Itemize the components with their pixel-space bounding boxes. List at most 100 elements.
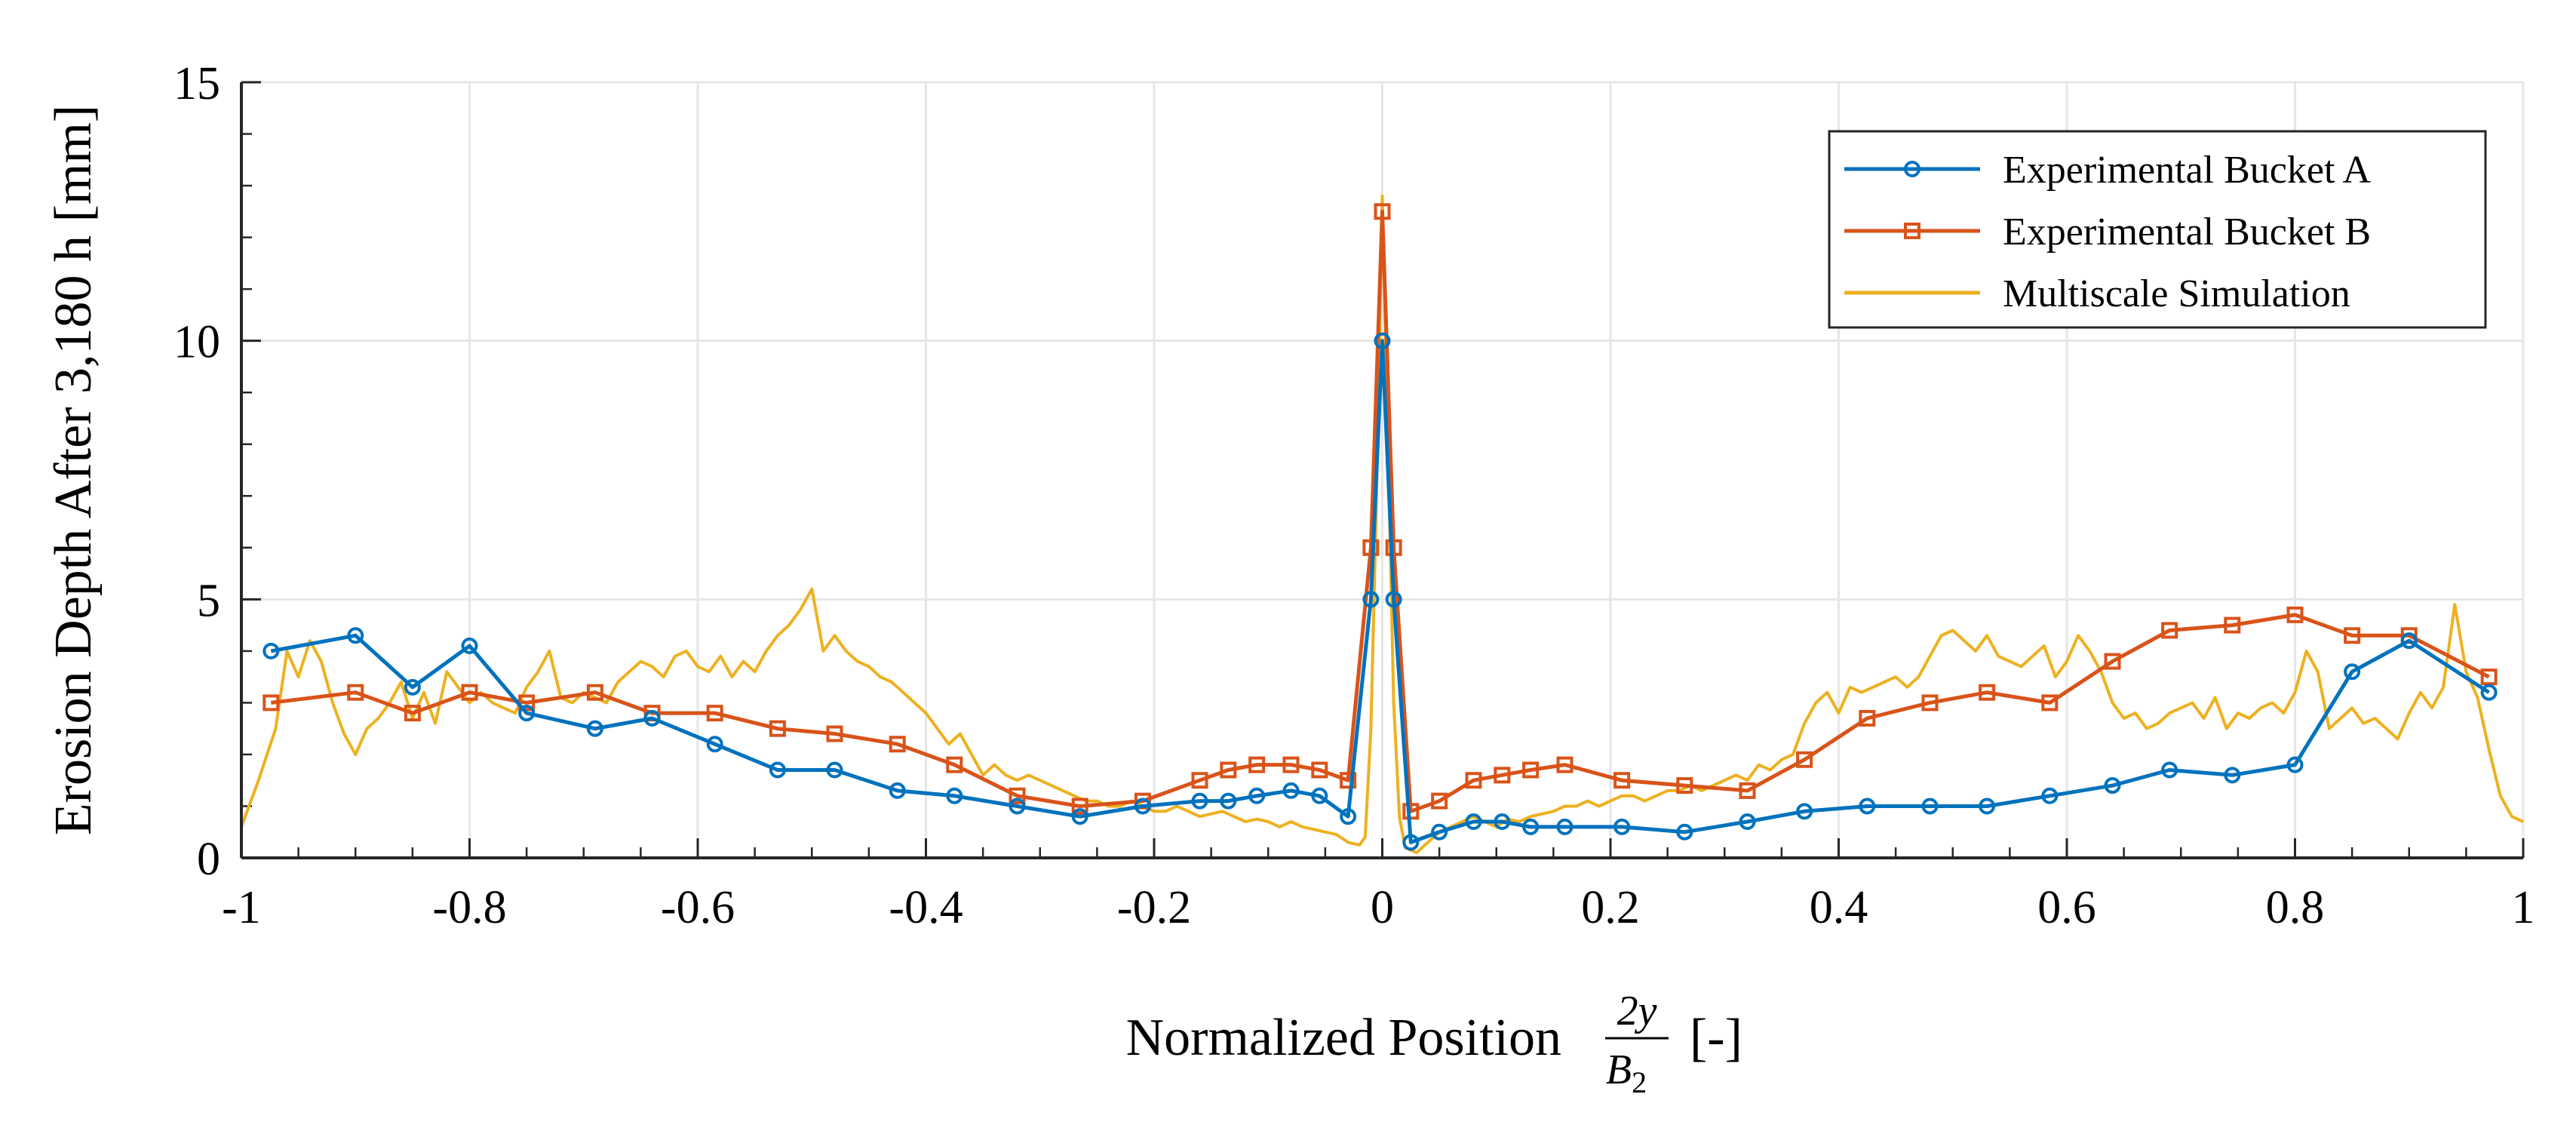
data-point-square [1979, 684, 1996, 701]
legend-entry-simulation: Multiscale Simulation [1844, 272, 2350, 315]
data-point-circle [1465, 813, 1482, 831]
data-point-circle [1362, 591, 1380, 608]
data-point-circle [1522, 818, 1540, 835]
data-point-square [1494, 767, 1511, 784]
legend: Experimental Bucket A Experimental Bucke… [1828, 130, 2487, 329]
series-line [270, 209, 2490, 813]
data-point-square [1385, 539, 1402, 556]
x-tick-label: -0.2 [1117, 882, 1191, 933]
data-point-circle [2400, 632, 2418, 650]
data-point-circle [2041, 787, 2059, 804]
data-point-circle [1402, 834, 1420, 851]
data-point-square [2161, 622, 2178, 639]
data-point-circle [1009, 798, 1026, 815]
data-point-square [1362, 539, 1380, 556]
x-tick-label: 0.4 [1810, 882, 1868, 933]
x-tick-label: 0.2 [1581, 882, 1640, 933]
data-point-circle [706, 736, 723, 753]
x-axis-label-suffix: [-] [1690, 1009, 1742, 1067]
series-layer [240, 194, 2524, 855]
data-point-circle [946, 787, 963, 804]
data-point-square [826, 725, 843, 742]
x-tick-label: -0.4 [889, 882, 963, 933]
data-point-circle [2161, 761, 2178, 779]
x-tick-label: 0.8 [2266, 882, 2325, 933]
data-point-circle [1739, 813, 1756, 831]
data-point-square [2480, 669, 2498, 686]
y-tick-label: 15 [173, 58, 220, 109]
x-tick-label: -1 [222, 882, 261, 933]
data-point-circle [826, 761, 843, 779]
data-point-circle [889, 782, 906, 799]
data-point-square [2344, 627, 2361, 644]
data-point-square [946, 756, 963, 773]
data-point-square [2286, 606, 2304, 623]
data-point-square [1676, 777, 1693, 795]
data-point-circle [1134, 798, 1151, 815]
data-point-circle [1220, 792, 1237, 810]
data-point-circle [347, 627, 364, 644]
series-experimental-bucket-b [263, 203, 2498, 820]
data-point-square [1071, 798, 1088, 815]
data-point-circle [1613, 818, 1631, 835]
data-point-circle [404, 678, 421, 696]
legend-marker-bucket-a [1904, 161, 1920, 177]
data-point-circle [586, 720, 603, 737]
data-point-square [586, 684, 603, 701]
data-point-square [706, 705, 723, 722]
data-point-square [1465, 772, 1482, 789]
x-axis-label-fraction-numerator: 2y [1617, 988, 1657, 1034]
y-tick-label: 0 [197, 834, 220, 885]
data-point-circle [1431, 823, 1448, 841]
data-point-circle [1676, 823, 1693, 841]
data-point-circle [1796, 803, 1813, 820]
data-point-circle [1191, 792, 1208, 810]
data-point-square [2104, 653, 2121, 670]
x-tick-label: -0.8 [432, 882, 506, 933]
x-axis-label-fraction-denominator: B2 [1606, 1047, 1647, 1099]
data-point-circle [1340, 808, 1357, 825]
data-point-square [1311, 761, 1328, 779]
data-point-square [1921, 694, 1939, 712]
data-point-circle [2480, 684, 2498, 701]
data-point-circle [518, 705, 536, 722]
legend-label-bucket-a: Experimental Bucket A [2003, 149, 2372, 192]
series-experimental-bucket-a [263, 332, 2498, 851]
x-tick-label: 1 [2512, 882, 2535, 933]
data-point-square [1220, 761, 1237, 779]
series-line [270, 339, 2490, 844]
legend-marker-bucket-b [1904, 223, 1920, 239]
data-point-circle [1071, 808, 1088, 825]
x-tick-label: 0 [1371, 882, 1394, 933]
y-tick-label: 10 [173, 317, 220, 368]
data-point-circle [1494, 813, 1511, 831]
x-axis-label: Normalized Position 2y B2 [-] [1126, 988, 1742, 1099]
data-point-square [1009, 787, 1026, 804]
data-point-circle [1979, 798, 1996, 815]
legend-entry-bucket-b: Experimental Bucket B [1844, 211, 2371, 254]
data-point-square [263, 694, 280, 712]
legend-label-bucket-b: Experimental Bucket B [2003, 211, 2371, 254]
data-point-square [769, 720, 786, 737]
data-point-square [461, 684, 478, 701]
data-point-square [1613, 772, 1631, 789]
data-point-square [2041, 694, 2059, 712]
data-point-circle [1282, 782, 1300, 799]
data-point-square [889, 736, 906, 753]
data-point-square [1248, 756, 1266, 773]
data-point-square [1796, 751, 1813, 768]
data-point-square [404, 705, 421, 722]
data-point-circle [2224, 767, 2241, 784]
data-point-square [1522, 761, 1540, 779]
data-point-square [1739, 782, 1756, 799]
data-point-square [1374, 203, 1391, 220]
data-point-circle [2344, 663, 2361, 681]
data-point-circle [2286, 756, 2304, 773]
data-point-square [1431, 792, 1448, 810]
legend-label-simulation: Multiscale Simulation [2003, 272, 2350, 315]
data-point-square [1340, 772, 1357, 789]
legend-entry-bucket-a: Experimental Bucket A [1844, 149, 2372, 192]
data-point-circle [2104, 777, 2121, 795]
